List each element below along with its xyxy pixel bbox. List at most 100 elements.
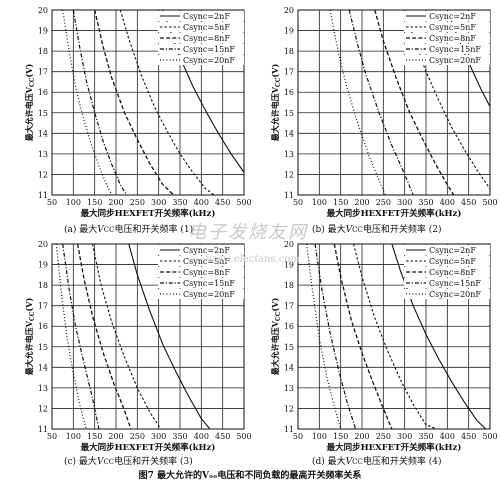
x-tick-label: 150: [87, 432, 102, 441]
y-tick-label: 14: [284, 129, 294, 138]
panel-caption-d: (d) 最大VCC电压和开关频率 (4): [312, 457, 442, 467]
series-line-csync20nf: [329, 10, 387, 195]
y-tick-label: 13: [38, 384, 48, 393]
x-tick-label: 500: [482, 432, 497, 441]
chart-panel-0: 50 100 150 200 250 300 350 400 450 500 11 12 13 14 15 1…: [24, 6, 252, 219]
y-tick-label: 20: [38, 6, 48, 15]
legend-label: Csync=20nF: [429, 290, 481, 299]
x-tick-label: 450: [215, 432, 230, 441]
legend-bg: [158, 267, 244, 277]
series-line-csync5nf: [91, 244, 162, 429]
x-tick-label: 400: [440, 432, 455, 441]
y-tick-label: 19: [38, 261, 48, 270]
x-axis-label: 最大同步HEXFET开关频率(kHz): [81, 208, 216, 219]
x-tick-label: 450: [461, 198, 476, 207]
y-tick-label: 11: [38, 191, 48, 200]
y-tick-label: 11: [284, 191, 294, 200]
legend-bg: [404, 289, 490, 299]
x-axis-label: 最大同步HEXFET开关频率(kHz): [327, 442, 462, 453]
y-tick-label: 12: [38, 170, 48, 179]
x-tick-label: 500: [236, 432, 251, 441]
y-tick-label: 16: [284, 322, 294, 331]
legend-label: Csync=8nF: [183, 268, 230, 277]
legend-bg: [158, 22, 244, 32]
legend-label: Csync=5nF: [429, 23, 476, 32]
y-tick-label: 19: [284, 261, 294, 270]
series-line-csync15nf: [62, 244, 100, 429]
legend-label: Csync=20nF: [183, 56, 235, 65]
series-line-csync15nf: [314, 244, 357, 429]
x-tick-label: 200: [354, 432, 369, 441]
series-line-csync2nf: [128, 244, 211, 429]
x-tick-label: 500: [482, 198, 497, 207]
y-tick-label: 11: [38, 425, 48, 434]
x-tick-label: 350: [172, 198, 187, 207]
x-tick-label: 300: [151, 198, 166, 207]
x-tick-label: 200: [108, 198, 123, 207]
legend-label: Csync=8nF: [429, 268, 476, 277]
x-tick-label: 50: [293, 198, 303, 207]
y-tick-label: 15: [38, 343, 48, 352]
x-tick-label: 100: [66, 432, 81, 441]
y-tick-label: 19: [284, 27, 294, 36]
y-tick-label: 18: [284, 47, 294, 56]
legend-bg: [158, 289, 244, 299]
x-tick-label: 100: [312, 432, 327, 441]
y-tick-label: 18: [38, 281, 48, 290]
plot-frame: [297, 243, 491, 430]
legend-label: Csync=2nF: [429, 246, 476, 255]
chart-panel-1: 50 100 150 200 250 300 350 400 450 500 11 12 13 14 15 1…: [270, 6, 498, 219]
legend-bg: [158, 278, 244, 288]
y-tick-label: 16: [38, 322, 48, 331]
y-tick-label: 17: [38, 68, 48, 77]
figure-caption: 图7 最大允许的Vₒₒ电压和不同负载的最高开关频率关系: [138, 471, 362, 481]
x-tick-label: 500: [236, 198, 251, 207]
legend-label: Csync=5nF: [429, 257, 476, 266]
x-tick-label: 300: [397, 432, 412, 441]
x-tick-label: 50: [293, 432, 303, 441]
x-tick-label: 350: [418, 198, 433, 207]
x-tick-label: 50: [47, 432, 57, 441]
x-tick-label: 350: [418, 432, 433, 441]
legend-label: Csync=5nF: [183, 257, 230, 266]
legend-bg: [158, 256, 244, 266]
x-tick-label: 250: [130, 432, 145, 441]
legend-bg: [404, 267, 490, 277]
legend-bg: [404, 33, 490, 43]
legend-label: Csync=15nF: [429, 45, 481, 54]
legend-bg: [158, 33, 244, 43]
x-tick-label: 400: [440, 198, 455, 207]
legend-label: Csync=8nF: [429, 34, 476, 43]
x-tick-label: 100: [66, 198, 81, 207]
legend-label: Csync=2nF: [429, 12, 476, 21]
x-axis-label: 最大同步HEXFET开关频率(kHz): [81, 442, 216, 453]
y-tick-label: 14: [38, 363, 48, 372]
series-line-csync5nf: [404, 10, 490, 190]
legend-label: Csync=5nF: [183, 23, 230, 32]
panel-caption-a: (a) 最大VCC电压和开关频率 (1): [64, 225, 194, 235]
legend-label: Csync=15nF: [183, 45, 235, 54]
x-axis-label: 最大同步HEXFET开关频率(kHz): [327, 208, 462, 219]
chart-panel-2: 50 100 150 200 250 300 350 400 450 500 11 12 13 14 15 1…: [24, 240, 252, 453]
y-axis-label: 最大允许电压VCC(V): [24, 64, 36, 142]
watermark-url: www.elecfans.com: [206, 254, 300, 265]
y-tick-label: 13: [38, 150, 48, 159]
y-tick-label: 11: [284, 425, 294, 434]
legend-bg: [158, 11, 244, 21]
y-tick-label: 18: [284, 281, 294, 290]
y-axis-label: 最大允许电压VCC(V): [270, 64, 282, 142]
x-tick-label: 150: [333, 432, 348, 441]
x-tick-label: 250: [376, 432, 391, 441]
panel-caption-b: (b) 最大VCC电压和开关频率 (2): [312, 225, 442, 235]
y-tick-label: 15: [284, 343, 294, 352]
x-tick-label: 400: [194, 198, 209, 207]
legend-label: Csync=20nF: [183, 290, 235, 299]
y-tick-label: 20: [284, 240, 294, 249]
plot-frame: [297, 9, 491, 196]
legend-bg: [404, 22, 490, 32]
x-tick-label: 450: [461, 432, 476, 441]
legend-label: Csync=15nF: [183, 279, 235, 288]
series-line-csync20nf: [62, 10, 113, 195]
series-line-csync15nf: [348, 10, 414, 195]
y-tick-label: 19: [38, 27, 48, 36]
